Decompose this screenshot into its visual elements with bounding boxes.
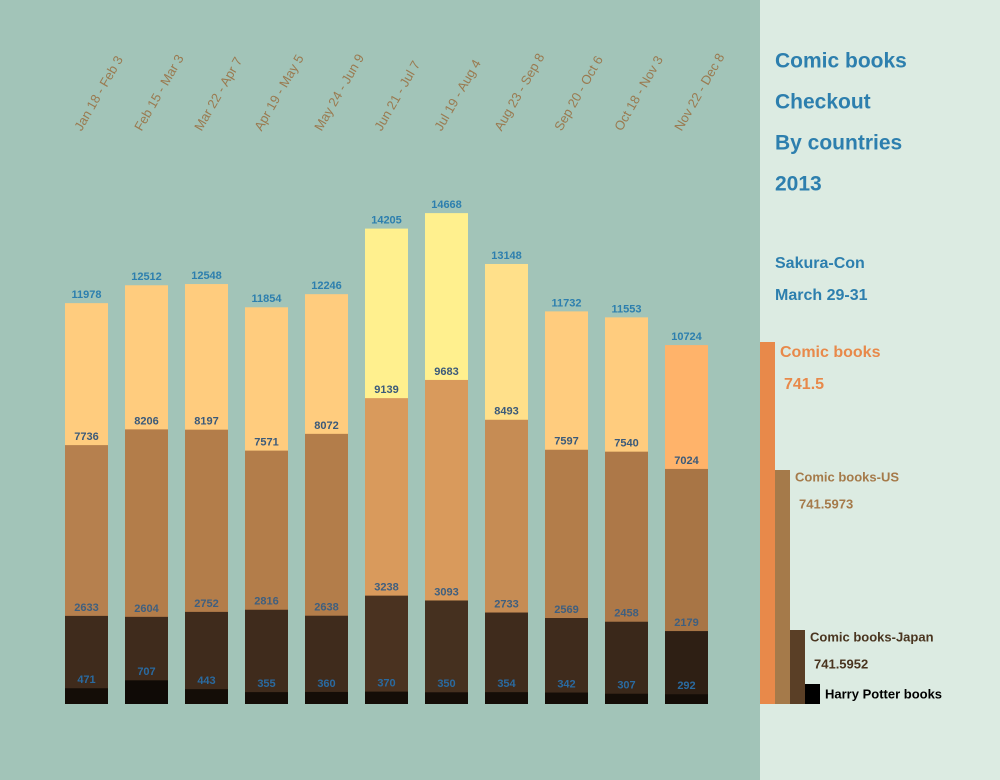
value-label: 2752 xyxy=(194,598,218,610)
bar xyxy=(305,691,348,704)
value-label: 8206 xyxy=(134,415,158,427)
value-label: 10724 xyxy=(671,331,702,343)
chart-title: Checkout xyxy=(775,91,871,114)
value-label: 3238 xyxy=(374,582,398,594)
legend-label: Comic books-Japan xyxy=(810,629,934,644)
bar xyxy=(185,611,228,704)
value-label: 7571 xyxy=(254,437,278,449)
bar xyxy=(425,692,468,704)
value-label: 2633 xyxy=(74,602,98,614)
bar xyxy=(245,609,288,704)
value-label: 12512 xyxy=(131,271,162,283)
value-label: 471 xyxy=(77,674,95,686)
chart-title: By countries xyxy=(775,132,902,155)
bar xyxy=(185,689,228,704)
bar xyxy=(365,691,408,704)
bar xyxy=(545,692,588,704)
chart-title: Comic books xyxy=(775,50,907,73)
legend-swatch xyxy=(760,342,775,704)
value-label: 9139 xyxy=(374,384,398,396)
value-label: 9683 xyxy=(434,366,458,378)
value-label: 11553 xyxy=(612,303,642,315)
value-label: 370 xyxy=(377,678,395,690)
legend-swatch xyxy=(790,630,805,704)
value-label: 11854 xyxy=(252,293,283,305)
legend-swatch xyxy=(775,470,790,704)
bar xyxy=(665,694,708,704)
value-label: 2458 xyxy=(614,608,638,620)
legend-label: Harry Potter books xyxy=(825,686,942,701)
value-label: 7736 xyxy=(74,431,98,443)
bar xyxy=(605,693,648,704)
value-label: 3093 xyxy=(434,586,458,598)
value-label: 2638 xyxy=(314,602,338,614)
legend-label: Comic books xyxy=(780,344,881,361)
value-label: 307 xyxy=(617,680,635,692)
bar xyxy=(125,680,168,704)
value-label: 13148 xyxy=(491,250,522,262)
bar xyxy=(485,692,528,704)
chart-subtitle: Sakura-Con xyxy=(775,255,865,272)
legend-call-number: 741.5973 xyxy=(799,496,853,511)
bar xyxy=(605,621,648,704)
value-label: 707 xyxy=(137,666,155,678)
value-label: 354 xyxy=(497,678,516,690)
value-label: 350 xyxy=(437,678,455,690)
value-label: 2604 xyxy=(134,603,159,615)
value-label: 292 xyxy=(677,680,695,692)
value-label: 2569 xyxy=(554,604,578,616)
value-label: 355 xyxy=(257,678,275,690)
value-label: 12548 xyxy=(191,270,222,282)
chart-subtitle: March 29-31 xyxy=(775,287,868,304)
value-label: 11978 xyxy=(72,289,102,301)
value-label: 342 xyxy=(557,678,575,690)
legend-label: Comic books-US xyxy=(795,469,899,484)
value-label: 8072 xyxy=(314,420,338,432)
bar xyxy=(485,612,528,704)
legend-call-number: 741.5 xyxy=(784,376,824,393)
value-label: 8197 xyxy=(194,416,218,428)
bar xyxy=(665,631,708,704)
chart-title: 2013 xyxy=(775,173,822,196)
value-label: 7540 xyxy=(614,438,638,450)
value-label: 2733 xyxy=(494,598,518,610)
value-label: 14205 xyxy=(371,215,402,227)
value-label: 14668 xyxy=(431,199,462,211)
legend-call-number: 741.5952 xyxy=(814,656,868,671)
value-label: 7024 xyxy=(674,455,699,467)
bar xyxy=(425,600,468,704)
value-label: 443 xyxy=(197,675,215,687)
value-label: 8493 xyxy=(494,406,518,418)
value-label: 11732 xyxy=(552,297,582,309)
bar xyxy=(545,618,588,704)
bar xyxy=(245,692,288,704)
bar xyxy=(65,688,108,704)
value-label: 360 xyxy=(317,678,335,690)
legend-swatch xyxy=(805,684,820,704)
value-label: 7597 xyxy=(554,436,578,448)
value-label: 2179 xyxy=(674,617,698,629)
value-label: 2816 xyxy=(254,596,278,608)
bar xyxy=(305,615,348,704)
bar xyxy=(365,595,408,704)
value-label: 12246 xyxy=(311,280,342,292)
